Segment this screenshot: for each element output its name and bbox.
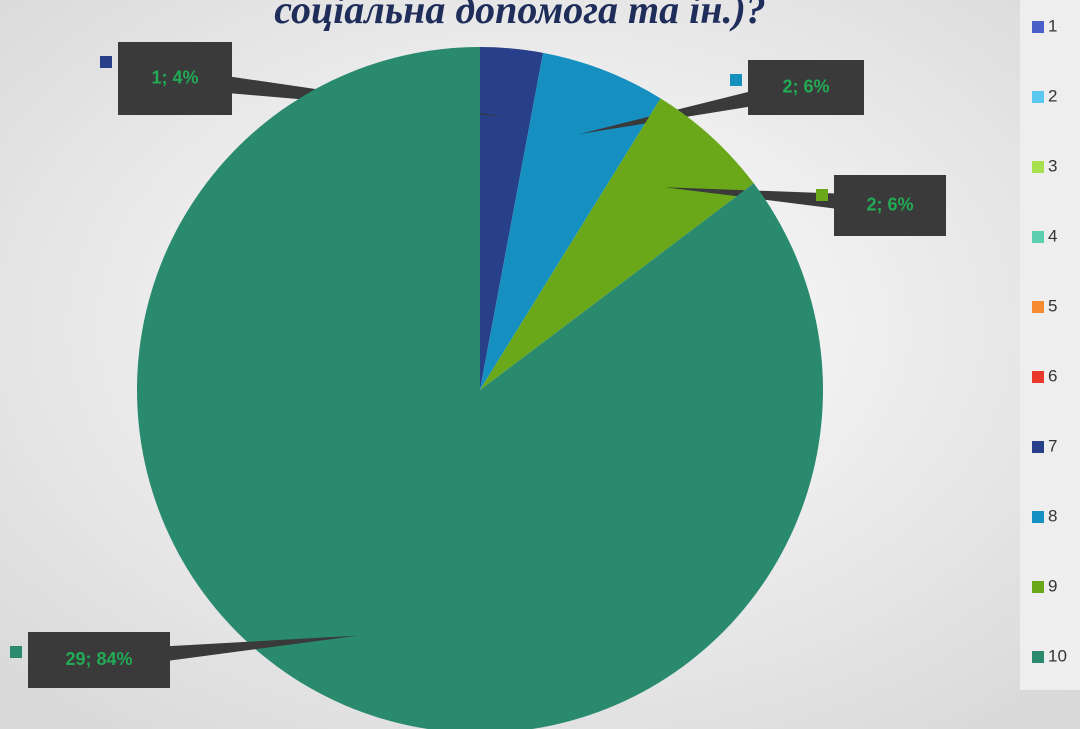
legend-key <box>1032 651 1044 663</box>
legend-key <box>1032 301 1044 313</box>
legend-key <box>1032 91 1044 103</box>
label-key <box>816 189 828 201</box>
legend-label: 5 <box>1048 296 1057 315</box>
legend-key <box>1032 581 1044 593</box>
legend-key <box>1032 371 1044 383</box>
legend-key <box>1032 161 1044 173</box>
callout-leader <box>664 187 890 216</box>
legend-label: 8 <box>1048 506 1057 525</box>
legend-panel <box>1020 0 1080 690</box>
legend-key <box>1032 511 1044 523</box>
label-key <box>730 74 742 86</box>
legend-key <box>1032 231 1044 243</box>
legend-key <box>1032 441 1044 453</box>
chart-title: соціальна допомога та ін.)? <box>274 0 766 32</box>
legend-key <box>1032 21 1044 33</box>
label-key <box>100 56 112 68</box>
data-label: 1; 4% <box>151 67 198 87</box>
data-label: 2; 6% <box>782 76 829 96</box>
label-key <box>10 646 22 658</box>
label-box <box>834 175 946 236</box>
legend-label: 4 <box>1048 226 1057 245</box>
legend-label: 6 <box>1048 366 1057 385</box>
data-label: 29; 84% <box>65 649 132 669</box>
pie-slice <box>137 47 823 729</box>
label-box <box>28 632 170 688</box>
legend-label: 9 <box>1048 576 1057 595</box>
legend-label: 1 <box>1048 16 1057 35</box>
label-box <box>118 42 232 115</box>
label-box <box>748 60 864 115</box>
data-label: 2; 6% <box>866 194 913 214</box>
legend-label: 7 <box>1048 436 1057 455</box>
legend-label: 3 <box>1048 156 1057 175</box>
pie-slice <box>480 98 754 390</box>
pie-slice <box>480 47 544 390</box>
pie-slice <box>480 52 661 391</box>
legend-label: 10 <box>1048 646 1067 665</box>
legend-label: 2 <box>1048 86 1057 105</box>
